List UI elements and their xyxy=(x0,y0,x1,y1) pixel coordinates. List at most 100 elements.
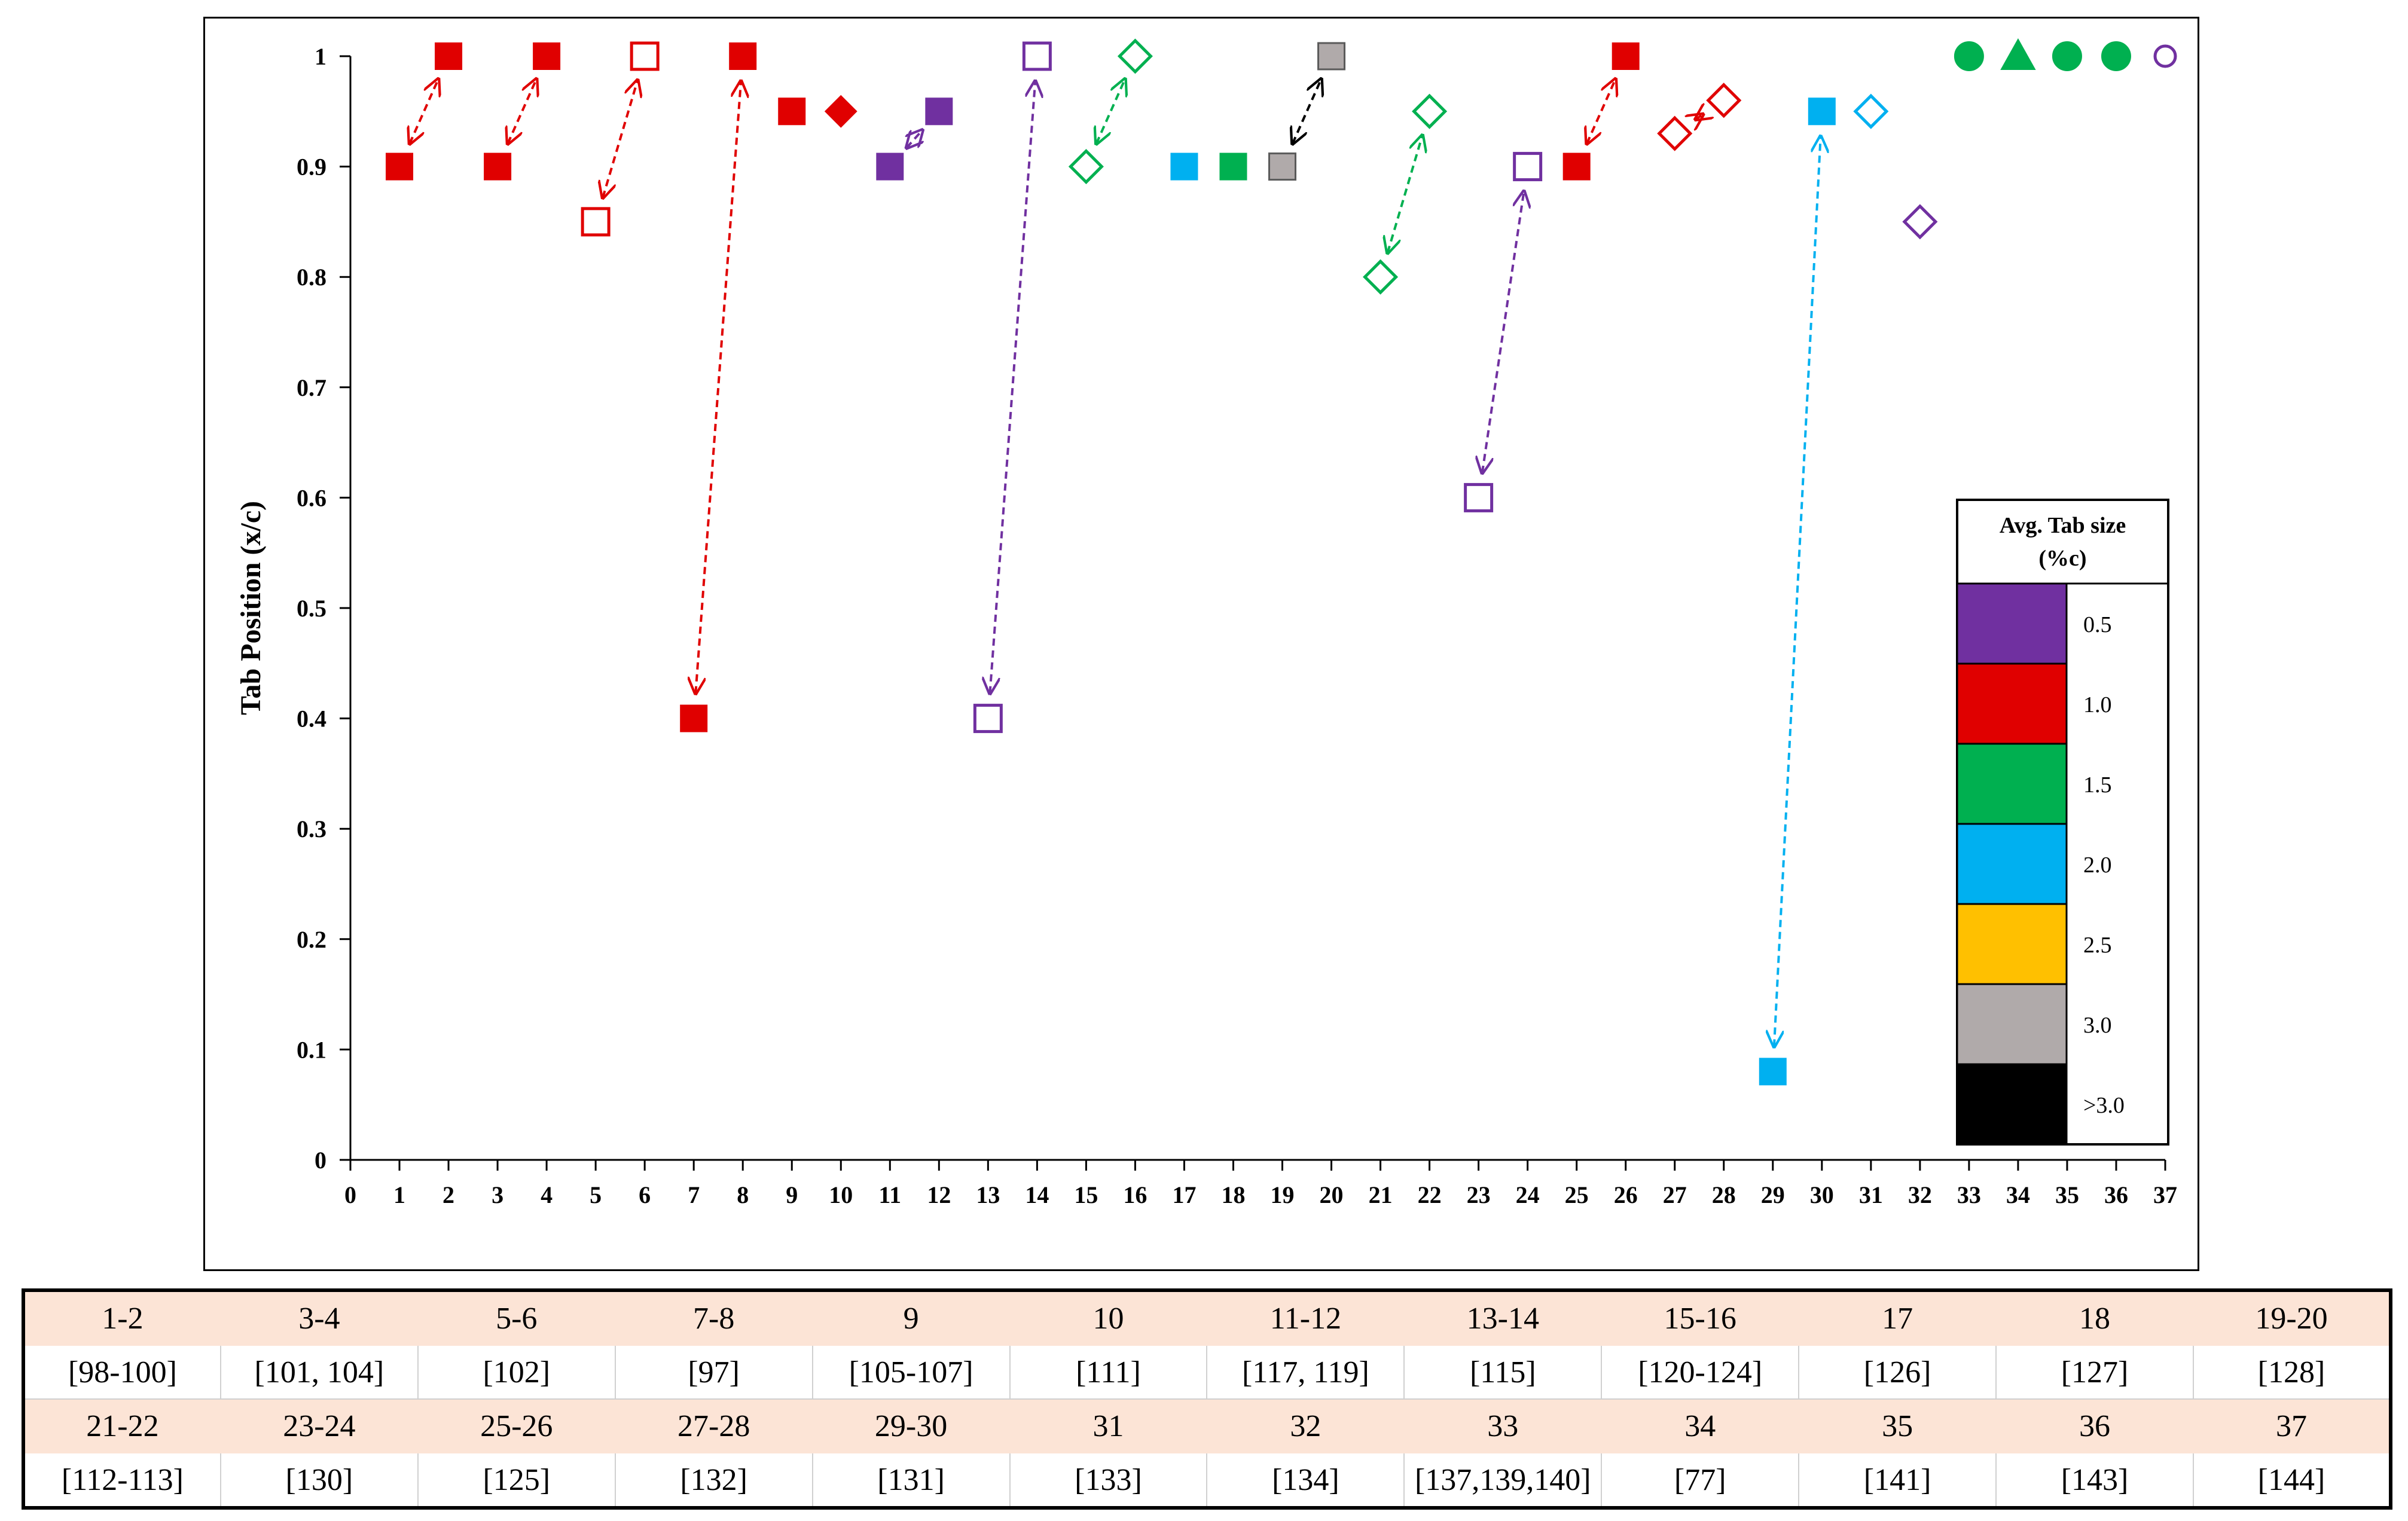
x-tick-label: 1 xyxy=(393,1181,405,1208)
x-tick-label: 31 xyxy=(1859,1181,1883,1208)
arrow-25-26 xyxy=(1587,79,1616,143)
table-header-cell: 36 xyxy=(1995,1398,2194,1453)
point-30 xyxy=(1808,97,1836,126)
table-cell: [144] xyxy=(2192,1452,2392,1508)
x-tick-label: 29 xyxy=(1761,1181,1785,1208)
legend: Avg. Tab size (%c) 0.5 1.0 1.5 2.0 2.5 3.0 >3.0 xyxy=(1956,499,2169,1146)
point-29 xyxy=(1759,1058,1787,1086)
legend-label: 1.0 xyxy=(2083,692,2112,717)
table-header-cell: 5-6 xyxy=(417,1290,616,1346)
table-header-cell: 11-12 xyxy=(1206,1290,1405,1346)
table-header-cell: 27-28 xyxy=(614,1398,813,1453)
y-tick-label: 0.7 xyxy=(297,374,326,401)
x-tick-label: 8 xyxy=(737,1181,749,1208)
arrow-3-4 xyxy=(508,79,536,143)
axes: 0 1 2 3 4 5 6 7 8 9 10 11 12 13 14 15 16 17 18 19 20 21 22 23 24… xyxy=(235,43,2177,1208)
point-27 xyxy=(1657,115,1693,151)
point-14 xyxy=(1022,41,1052,71)
table-cell: [126] xyxy=(1798,1345,1997,1400)
point-21 xyxy=(1363,259,1399,295)
arrow-19-20 xyxy=(1293,79,1321,143)
arrow-5-6 xyxy=(603,80,637,197)
x-tick-label: 16 xyxy=(1123,1181,1147,1208)
x-tick-label: 21 xyxy=(1369,1181,1393,1208)
y-tick-label: 0.4 xyxy=(297,705,326,732)
arrow-layer xyxy=(410,79,1821,1046)
point-24 xyxy=(1513,152,1543,182)
x-tick-label: 3 xyxy=(492,1181,503,1208)
table-header-cell: 1-2 xyxy=(23,1290,221,1346)
y-tick-label: 0.3 xyxy=(297,816,326,842)
y-tick-label: 0.2 xyxy=(297,926,326,953)
point-31 xyxy=(1853,93,1889,129)
table-header-cell: 37 xyxy=(2192,1398,2392,1453)
table-cell: [102] xyxy=(417,1345,616,1400)
legend-label: 2.5 xyxy=(2083,933,2112,958)
arrow-11-12 xyxy=(907,130,922,148)
y-tick-label: 0.8 xyxy=(297,264,326,291)
table-cell: [143] xyxy=(1995,1452,2194,1508)
table-header-cell: 34 xyxy=(1601,1398,1800,1453)
point-35 xyxy=(2052,41,2082,71)
x-tick-label: 20 xyxy=(1320,1181,1344,1208)
table-header-cell: 33 xyxy=(1403,1398,1603,1453)
table-header-cell: 15-16 xyxy=(1601,1290,1800,1346)
table-header-cell: 7-8 xyxy=(614,1290,813,1346)
table-row: [98-100] [101, 104] [102] [97] [105-107] [111… xyxy=(23,1345,2392,1400)
table-cell: [141] xyxy=(1798,1452,1997,1508)
legend-swatch xyxy=(1956,983,2068,1065)
point-10 xyxy=(824,94,857,128)
table-cell: [120-124] xyxy=(1601,1345,1800,1400)
legend-label: >3.0 xyxy=(2083,1093,2125,1118)
point-15 xyxy=(1068,149,1104,185)
point-36 xyxy=(2101,41,2131,71)
arrow-27-28 xyxy=(1696,114,1703,119)
table-header-cell: 17 xyxy=(1798,1290,1997,1346)
point-3 xyxy=(484,152,512,181)
point-11 xyxy=(876,152,904,181)
x-tick-label: 13 xyxy=(976,1181,1000,1208)
point-2 xyxy=(435,42,463,70)
legend-label: 0.5 xyxy=(2083,612,2112,637)
x-tick-label: 34 xyxy=(2006,1181,2030,1208)
reference-table: 1-2 3-4 5-6 7-8 9 10 11-12 13-14 15-16 17 18 19-20[… xyxy=(22,1288,2392,1510)
x-tick-label: 5 xyxy=(590,1181,602,1208)
legend-title-unit: (%c) xyxy=(2038,546,2086,571)
table-header-cell: 21-22 xyxy=(23,1398,221,1453)
table-header-cell: 23-24 xyxy=(219,1398,419,1453)
legend-swatch xyxy=(1956,903,2068,985)
table-cell: [133] xyxy=(1009,1452,1208,1508)
y-tick-label: 1 xyxy=(315,43,326,70)
arrow-23-24 xyxy=(1482,191,1524,473)
x-tick-label: 24 xyxy=(1516,1181,1540,1208)
legend-title: Avg. Tab size xyxy=(2000,513,2126,538)
table-header-cell: 19-20 xyxy=(2192,1290,2392,1346)
legend-swatch xyxy=(1956,743,2068,825)
x-tick-label: 25 xyxy=(1565,1181,1589,1208)
x-tick-label: 35 xyxy=(2055,1181,2079,1208)
table-cell: [131] xyxy=(811,1452,1011,1508)
x-tick-label: 27 xyxy=(1663,1181,1687,1208)
x-tick-label: 23 xyxy=(1467,1181,1491,1208)
x-tick-label: 4 xyxy=(541,1181,553,1208)
y-tick-label: 0.1 xyxy=(297,1036,326,1063)
table-cell: [97] xyxy=(614,1345,813,1400)
table-cell: [127] xyxy=(1995,1345,2194,1400)
table-cell: [130] xyxy=(219,1452,419,1508)
table-cell: [137,139,140] xyxy=(1403,1452,1603,1508)
x-tick-label: 26 xyxy=(1614,1181,1638,1208)
table-header-cell: 9 xyxy=(811,1290,1011,1346)
point-25 xyxy=(1562,152,1591,181)
table-cell: [77] xyxy=(1601,1452,1800,1508)
point-12 xyxy=(925,97,953,126)
legend-swatch xyxy=(1956,823,2068,905)
point-20 xyxy=(1317,42,1346,71)
table-header-row: 1-2 3-4 5-6 7-8 9 10 11-12 13-14 15-16 17 18 19-20 xyxy=(23,1290,2392,1346)
chart-frame: 0 1 2 3 4 5 6 7 8 9 10 11 12 13 14 15 16 17 18 19 20 21 22 23 24… xyxy=(203,17,2199,1271)
x-tick-label: 17 xyxy=(1172,1181,1196,1208)
table-header-cell: 29-30 xyxy=(811,1398,1011,1453)
point-6 xyxy=(630,41,660,71)
legend-label: 3.0 xyxy=(2083,1013,2112,1038)
x-tick-label: 0 xyxy=(344,1181,356,1208)
point-17 xyxy=(1170,152,1198,181)
